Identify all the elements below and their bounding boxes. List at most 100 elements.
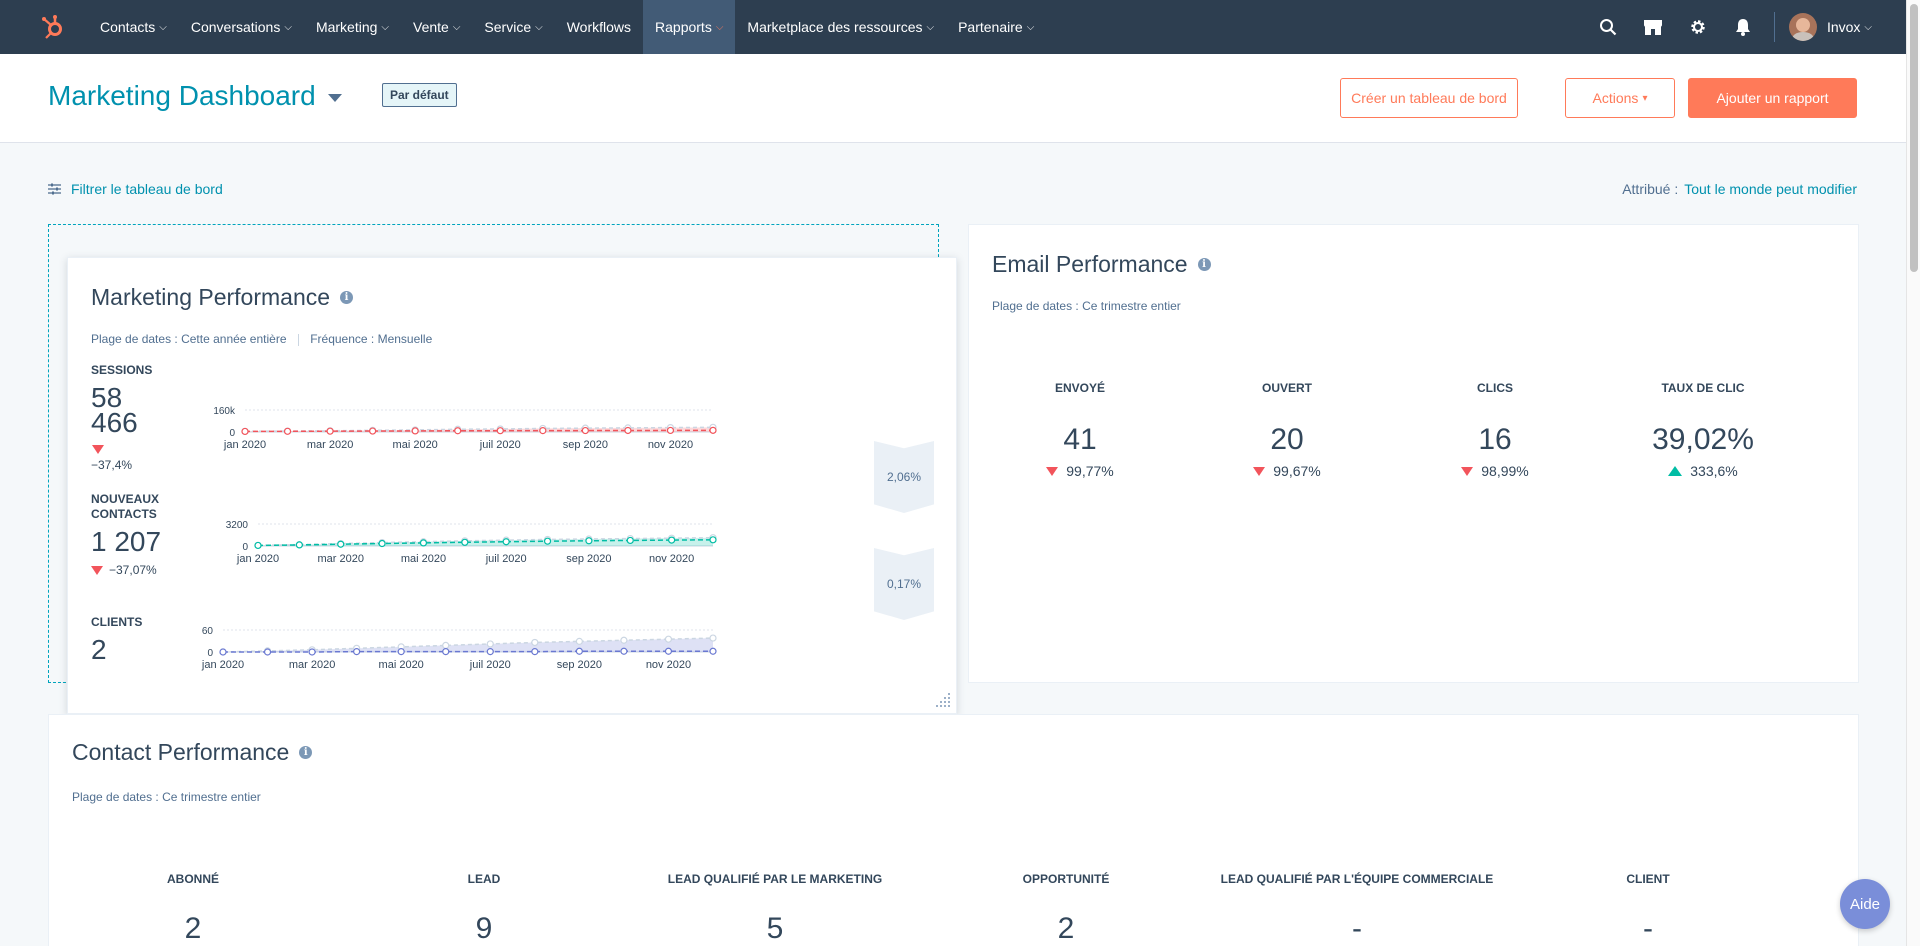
caret-down-icon[interactable] bbox=[327, 94, 342, 102]
nav-item-workflows[interactable]: Workflows bbox=[555, 0, 643, 54]
data-point[interactable] bbox=[668, 536, 676, 544]
nav-item-partenaire[interactable]: Partenaire ⌵ bbox=[946, 0, 1046, 54]
data-point[interactable] bbox=[709, 536, 717, 544]
kpi-ouvert[interactable]: OUVERT 20 99,67% bbox=[1207, 381, 1367, 479]
info-icon[interactable]: i bbox=[340, 291, 354, 304]
data-point[interactable] bbox=[369, 427, 377, 435]
data-point[interactable] bbox=[353, 648, 361, 656]
data-point[interactable] bbox=[543, 537, 552, 545]
data-point[interactable] bbox=[295, 541, 303, 549]
nav-item-service[interactable]: Service ⌵ bbox=[472, 0, 554, 54]
nav-item-marketing[interactable]: Marketing ⌵ bbox=[304, 0, 401, 54]
data-point[interactable] bbox=[581, 426, 589, 435]
data-point[interactable] bbox=[539, 427, 547, 435]
data-point[interactable] bbox=[378, 539, 386, 548]
data-point[interactable] bbox=[337, 540, 345, 548]
stage-mql[interactable]: LEAD QUALIFIÉ PAR LE MARKETING 5 bbox=[635, 872, 915, 946]
nav-item-rapports[interactable]: Rapports ⌵ bbox=[643, 0, 736, 54]
data-point[interactable] bbox=[664, 635, 673, 643]
data-point[interactable] bbox=[620, 636, 628, 644]
data-point[interactable] bbox=[442, 648, 450, 656]
create-dashboard-button[interactable]: Créer un tableau de bord bbox=[1340, 78, 1518, 118]
help-button[interactable]: Aide bbox=[1840, 879, 1890, 929]
data-point[interactable] bbox=[585, 537, 593, 545]
data-point[interactable] bbox=[486, 640, 494, 648]
resize-handle-icon[interactable] bbox=[934, 691, 952, 709]
x-tick-label: mar 2020 bbox=[307, 439, 353, 451]
data-point[interactable] bbox=[626, 536, 634, 545]
filter-dashboard-link[interactable]: Filtrer le tableau de bord bbox=[48, 181, 223, 197]
data-point[interactable] bbox=[442, 641, 450, 649]
series-line[interactable] bbox=[223, 650, 713, 653]
data-point[interactable] bbox=[709, 426, 717, 434]
data-point[interactable] bbox=[666, 426, 675, 435]
email-performance-card[interactable]: Email Performance i Plage de dates : Ce … bbox=[968, 224, 1859, 683]
series-line[interactable] bbox=[257, 539, 714, 547]
nav-item-contacts[interactable]: Contacts ⌵ bbox=[88, 0, 179, 54]
data-point[interactable] bbox=[709, 647, 717, 655]
contacts-label: NOUVEAUX CONTACTS bbox=[91, 492, 159, 522]
data-point[interactable] bbox=[531, 648, 539, 656]
data-point[interactable] bbox=[575, 637, 583, 645]
page-title: Marketing Dashboard bbox=[48, 80, 316, 111]
data-point[interactable] bbox=[241, 427, 249, 436]
data-point[interactable] bbox=[709, 634, 717, 642]
series-line[interactable] bbox=[244, 426, 714, 433]
bell-icon[interactable] bbox=[1721, 0, 1766, 54]
data-point[interactable] bbox=[496, 427, 504, 435]
data-point[interactable] bbox=[461, 538, 469, 546]
data-point[interactable] bbox=[620, 647, 628, 655]
nav-item-conversations[interactable]: Conversations ⌵ bbox=[179, 0, 304, 54]
nav-label: Rapports bbox=[655, 19, 712, 35]
marketing-performance-card[interactable]: Marketing Performance i Plage de dates :… bbox=[67, 257, 957, 714]
hubspot-logo-icon[interactable] bbox=[36, 10, 70, 44]
nav-item-marketplace[interactable]: Marketplace des ressources ⌵ bbox=[735, 0, 946, 54]
gear-icon[interactable] bbox=[1676, 0, 1721, 54]
stage-opportunite[interactable]: OPPORTUNITÉ 2 bbox=[926, 872, 1206, 946]
data-point[interactable] bbox=[502, 538, 510, 546]
data-point[interactable] bbox=[219, 648, 227, 656]
data-point[interactable] bbox=[419, 539, 428, 547]
data-point[interactable] bbox=[263, 648, 272, 656]
stage-sql[interactable]: LEAD QUALIFIÉ PAR L'ÉQUIPE COMMERCIALE - bbox=[1217, 872, 1497, 946]
kpi-delta: 98,99% bbox=[1415, 463, 1575, 479]
dashboard-title[interactable]: Marketing Dashboard bbox=[48, 80, 342, 112]
data-point[interactable] bbox=[397, 648, 405, 656]
kpi-envoye[interactable]: ENVOYÉ 41 99,77% bbox=[1000, 381, 1160, 479]
marketplace-icon[interactable] bbox=[1631, 0, 1676, 54]
search-icon[interactable] bbox=[1586, 0, 1631, 54]
scrollbar[interactable] bbox=[1906, 0, 1920, 946]
info-icon[interactable]: i bbox=[299, 746, 313, 759]
assigned-value-link[interactable]: Tout le monde peut modifier bbox=[1684, 181, 1857, 197]
series-line[interactable] bbox=[257, 536, 714, 547]
kpi-clics[interactable]: CLICS 16 98,99% bbox=[1415, 381, 1575, 479]
series-line[interactable] bbox=[222, 637, 714, 653]
avatar[interactable] bbox=[1788, 13, 1817, 41]
series-line[interactable] bbox=[244, 429, 714, 433]
stage-client[interactable]: CLIENT - bbox=[1508, 872, 1788, 946]
stage-abonne[interactable]: ABONNÉ 2 bbox=[53, 872, 333, 946]
contact-performance-card[interactable]: Contact Performance i Plage de dates : C… bbox=[48, 714, 1859, 946]
data-point[interactable] bbox=[254, 541, 262, 550]
data-point[interactable] bbox=[624, 426, 632, 435]
data-point[interactable] bbox=[486, 648, 494, 656]
add-report-button[interactable]: Ajouter un rapport bbox=[1688, 78, 1857, 118]
data-point[interactable] bbox=[283, 427, 292, 435]
data-point[interactable] bbox=[575, 647, 583, 655]
nav-item-vente[interactable]: Vente ⌵ bbox=[401, 0, 472, 54]
info-icon[interactable]: i bbox=[1197, 258, 1211, 271]
data-point[interactable] bbox=[664, 647, 673, 655]
data-point[interactable] bbox=[308, 648, 316, 656]
data-point[interactable] bbox=[531, 638, 539, 647]
data-point[interactable] bbox=[411, 427, 419, 435]
kpi-taux-de-clic[interactable]: TAUX DE CLIC 39,02% 333,6% bbox=[1613, 381, 1793, 479]
scrollbar-thumb[interactable] bbox=[1910, 4, 1918, 272]
account-menu[interactable]: Invox ⌵ bbox=[1827, 19, 1872, 35]
actions-button[interactable]: Actions ▾ bbox=[1565, 78, 1675, 118]
data-point[interactable] bbox=[326, 427, 334, 435]
stage-lead[interactable]: LEAD 9 bbox=[344, 872, 624, 946]
data-point[interactable] bbox=[454, 427, 462, 435]
